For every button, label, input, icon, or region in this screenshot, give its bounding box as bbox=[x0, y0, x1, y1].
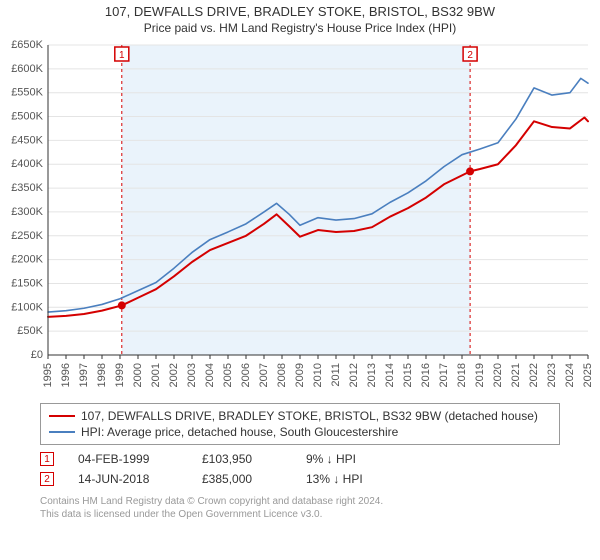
y-tick-label: £650K bbox=[11, 39, 43, 51]
legend-label: 107, DEWFALLS DRIVE, BRADLEY STOKE, BRIS… bbox=[81, 409, 538, 423]
sale-date: 14-JUN-2018 bbox=[78, 472, 178, 486]
x-tick-label: 1995 bbox=[42, 363, 54, 387]
y-tick-label: £300K bbox=[11, 206, 43, 218]
x-tick-label: 2020 bbox=[492, 363, 504, 387]
chart-area: £0 £50K £100K £150K £200K £250K £300K £350K £400… bbox=[0, 35, 600, 395]
legend-swatch bbox=[49, 431, 75, 433]
chart-titles: 107, DEWFALLS DRIVE, BRADLEY STOKE, BRIS… bbox=[0, 0, 600, 35]
x-tick-label: 2016 bbox=[420, 363, 432, 387]
x-tick-label: 2017 bbox=[438, 363, 450, 387]
y-tick-label: £600K bbox=[11, 63, 43, 75]
x-tick-label: 2024 bbox=[564, 363, 576, 387]
footer-attribution: Contains HM Land Registry data © Crown c… bbox=[40, 495, 560, 521]
legend: 107, DEWFALLS DRIVE, BRADLEY STOKE, BRIS… bbox=[40, 403, 560, 445]
sale-price: £103,950 bbox=[202, 452, 282, 466]
y-tick-label: £50K bbox=[17, 325, 43, 337]
y-tick-label: £500K bbox=[11, 111, 43, 123]
legend-label: HPI: Average price, detached house, Sout… bbox=[81, 425, 398, 439]
y-tick-label: £0 bbox=[31, 349, 43, 361]
sale-date: 04-FEB-1999 bbox=[78, 452, 178, 466]
x-tick-label: 2005 bbox=[222, 363, 234, 387]
x-tick-label: 2021 bbox=[510, 363, 522, 387]
x-tick-label: 2018 bbox=[456, 363, 468, 387]
x-tick-label: 2002 bbox=[168, 363, 180, 387]
y-tick-label: £400K bbox=[11, 158, 43, 170]
title-subtitle: Price paid vs. HM Land Registry's House … bbox=[0, 21, 600, 35]
footer-line-1: Contains HM Land Registry data © Crown c… bbox=[40, 495, 560, 508]
x-tick-label: 2012 bbox=[348, 363, 360, 387]
y-tick-label: £450K bbox=[11, 134, 43, 146]
x-tick-label: 2023 bbox=[546, 363, 558, 387]
legend-item: HPI: Average price, detached house, Sout… bbox=[49, 424, 551, 440]
sales-list: 1 04-FEB-1999 £103,950 9% ↓ HPI 2 14-JUN-2018… bbox=[40, 449, 560, 489]
x-tick-label: 2014 bbox=[384, 363, 396, 387]
x-tick-label: 2010 bbox=[312, 363, 324, 387]
x-tick-label: 2004 bbox=[204, 363, 216, 387]
sale-relative-hpi: 13% ↓ HPI bbox=[306, 472, 416, 486]
x-tick-label: 2013 bbox=[366, 363, 378, 387]
x-tick-label: 2009 bbox=[294, 363, 306, 387]
x-tick-label: 1996 bbox=[60, 363, 72, 387]
sale-relative-hpi: 9% ↓ HPI bbox=[306, 452, 416, 466]
y-tick-label: £100K bbox=[11, 301, 43, 313]
x-tick-label: 2000 bbox=[132, 363, 144, 387]
legend-swatch bbox=[49, 415, 75, 417]
sale-marker-number: 2 bbox=[467, 50, 473, 61]
sale-marker-dot bbox=[466, 167, 474, 175]
sale-marker-dot bbox=[118, 301, 126, 309]
chart-svg: £0 £50K £100K £150K £200K £250K £300K £350K £400… bbox=[0, 35, 600, 395]
x-tick-label: 2022 bbox=[528, 363, 540, 387]
legend-item: 107, DEWFALLS DRIVE, BRADLEY STOKE, BRIS… bbox=[49, 408, 551, 424]
y-tick-label: £250K bbox=[11, 230, 43, 242]
x-tick-label: 1999 bbox=[114, 363, 126, 387]
sale-price: £385,000 bbox=[202, 472, 282, 486]
footer-line-2: This data is licensed under the Open Gov… bbox=[40, 508, 560, 521]
x-tick-label: 2006 bbox=[240, 363, 252, 387]
y-tick-label: £550K bbox=[11, 87, 43, 99]
x-tick-label: 2011 bbox=[330, 363, 342, 387]
y-tick-label: £200K bbox=[11, 254, 43, 266]
y-tick-label: £350K bbox=[11, 182, 43, 194]
sale-marker-badge: 1 bbox=[40, 452, 54, 466]
sale-marker-badge: 2 bbox=[40, 472, 54, 486]
x-tick-label: 2025 bbox=[582, 363, 594, 387]
x-tick-label: 1997 bbox=[78, 363, 90, 387]
sale-row: 2 14-JUN-2018 £385,000 13% ↓ HPI bbox=[40, 469, 560, 489]
x-tick-label: 2008 bbox=[276, 363, 288, 387]
sale-row: 1 04-FEB-1999 £103,950 9% ↓ HPI bbox=[40, 449, 560, 469]
x-tick-label: 2007 bbox=[258, 363, 270, 387]
sale-marker-number: 1 bbox=[119, 50, 125, 61]
shaded-band bbox=[122, 45, 470, 355]
y-tick-label: £150K bbox=[11, 277, 43, 289]
x-tick-label: 2019 bbox=[474, 363, 486, 387]
x-tick-label: 2015 bbox=[402, 363, 414, 387]
x-tick-label: 2001 bbox=[150, 363, 162, 387]
x-tick-label: 1998 bbox=[96, 363, 108, 387]
title-address: 107, DEWFALLS DRIVE, BRADLEY STOKE, BRIS… bbox=[0, 4, 600, 19]
x-tick-label: 2003 bbox=[186, 363, 198, 387]
